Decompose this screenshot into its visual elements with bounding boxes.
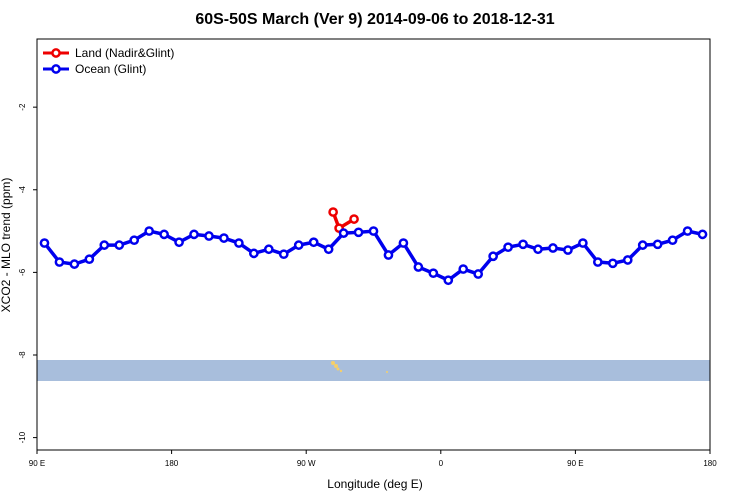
data-point <box>607 258 618 269</box>
data-point <box>563 245 573 255</box>
data-point <box>548 243 558 253</box>
data-point <box>249 248 259 259</box>
data-point <box>682 226 693 236</box>
data-point <box>473 269 484 279</box>
land-patch <box>331 361 388 373</box>
data-point <box>323 244 334 255</box>
data-point <box>144 226 155 236</box>
data-point <box>328 207 338 217</box>
data-point <box>69 259 80 269</box>
data-point <box>114 240 125 250</box>
x-axis-label: Longitude (deg E) <box>327 477 422 491</box>
data-point <box>652 239 663 250</box>
data-point <box>592 257 603 267</box>
data-point <box>488 251 498 262</box>
y-tick-label: -2 <box>18 103 27 111</box>
data-point <box>338 228 349 238</box>
data-point <box>667 235 678 246</box>
y-tick-label: -6 <box>18 268 27 276</box>
data-point <box>443 275 454 286</box>
series-line <box>43 229 703 282</box>
data-point <box>578 238 588 248</box>
legend-marker <box>51 48 61 58</box>
y-tick-label: -8 <box>18 351 27 359</box>
legend-label: Land (Nadir&Glint) <box>75 46 174 60</box>
data-point <box>518 239 528 250</box>
data-point <box>159 229 169 240</box>
data-point <box>99 240 110 250</box>
map-strip <box>37 360 710 381</box>
y-axis-label: XCO2 - MLO trend (ppm) <box>0 178 13 313</box>
data-point <box>533 244 543 255</box>
data-point <box>697 229 708 240</box>
data-point <box>349 214 359 224</box>
x-tick-label: 90 E <box>567 459 583 468</box>
y-tick-label: -4 <box>18 186 27 194</box>
data-point <box>174 237 184 248</box>
data-point <box>503 242 513 253</box>
data-point <box>293 240 304 250</box>
data-point <box>637 240 648 250</box>
data-point <box>428 268 439 279</box>
x-tick-label: 90 W <box>297 459 316 468</box>
legend-marker <box>51 64 61 74</box>
data-point <box>219 233 229 243</box>
data-point <box>458 264 469 274</box>
data-point <box>308 237 319 248</box>
data-point <box>189 229 199 240</box>
data-point <box>234 238 244 248</box>
plot-frame <box>36 38 711 451</box>
data-point <box>54 257 65 267</box>
x-tick-label: 180 <box>703 459 717 468</box>
chart-title: 60S-50S March (Ver 9) 2014-09-06 to 2018… <box>195 11 554 28</box>
y-tick-label: -10 <box>18 431 27 443</box>
data-point <box>383 250 394 260</box>
data-point <box>368 226 379 236</box>
data-point <box>398 238 409 248</box>
data-point <box>413 262 424 272</box>
data-point <box>353 227 364 238</box>
data-point <box>622 255 633 265</box>
x-tick-label: 0 <box>439 459 444 468</box>
legend-label: Ocean (Glint) <box>75 62 146 76</box>
x-tick-label: 90 E <box>29 459 45 468</box>
data-point <box>278 249 289 260</box>
x-tick-label: 180 <box>165 459 179 468</box>
data-point <box>84 254 95 265</box>
data-point <box>39 238 50 248</box>
data-point <box>129 235 140 246</box>
data-point <box>263 244 274 255</box>
data-point <box>204 231 214 241</box>
